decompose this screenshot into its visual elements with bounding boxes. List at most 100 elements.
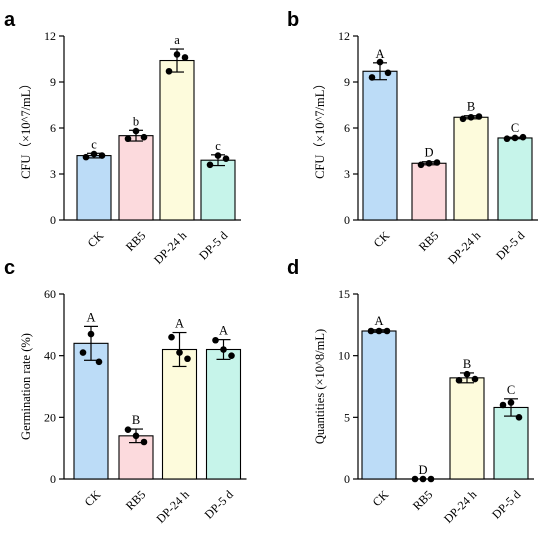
significance-label: A <box>219 324 228 338</box>
x-tick-label: RB5 <box>416 228 441 253</box>
y-axis-title: CFU（×10^7/mL） <box>313 77 327 179</box>
significance-label: D <box>418 463 427 477</box>
bar-RB5 <box>118 135 154 221</box>
data-point <box>459 115 467 123</box>
data-point <box>87 330 95 338</box>
bar-DP-24 h <box>159 59 195 221</box>
data-point <box>471 375 479 383</box>
x-tick-label: DP-24 h <box>153 487 191 525</box>
significance-label: A <box>175 317 184 331</box>
y-tick-label: 0 <box>344 213 350 227</box>
bar-DP-5 d <box>205 348 242 480</box>
x-tick-label: DP-24 h <box>445 228 483 266</box>
significance-label: c <box>215 139 221 153</box>
significance-label: B <box>467 100 475 114</box>
panel-letter: d <box>287 257 299 279</box>
x-tick-label: CK <box>82 487 104 509</box>
data-point <box>384 69 392 77</box>
data-point <box>173 51 181 58</box>
x-tick-label: RB5 <box>123 487 148 512</box>
data-point <box>376 58 384 66</box>
data-point <box>222 155 230 162</box>
significance-label: b <box>133 114 139 128</box>
significance-label: C <box>511 121 519 135</box>
data-point <box>220 346 227 353</box>
y-tick-label: 0 <box>50 213 56 227</box>
data-point <box>214 152 222 159</box>
panel-letter: a <box>4 9 16 31</box>
data-point <box>463 370 471 378</box>
y-axis-title: Quantities (×10^8/mL) <box>313 329 327 444</box>
data-point <box>95 358 103 366</box>
data-point <box>515 414 523 421</box>
bar-CK <box>73 342 109 480</box>
data-point <box>90 150 98 158</box>
data-point <box>427 475 435 483</box>
y-tick-label: 12 <box>44 29 56 43</box>
panel-letter: b <box>287 9 299 31</box>
data-point <box>124 426 132 433</box>
y-tick-label: 20 <box>44 410 56 424</box>
x-tick-label: DP-24 h <box>441 487 479 525</box>
data-point <box>212 336 219 344</box>
data-point <box>367 327 375 335</box>
significance-label: A <box>375 47 384 61</box>
data-point <box>124 135 132 143</box>
data-point <box>511 134 519 142</box>
significance-label: a <box>174 33 180 47</box>
data-point <box>419 475 427 483</box>
chart-panel-b: b 0 3 6 9 12 CFU（×10^7/mL） A CK D RB5 B DP-24 h C DP-5… <box>287 9 538 267</box>
y-tick-label: 6 <box>344 121 350 135</box>
bar-DP-5 d <box>497 137 533 221</box>
data-point <box>433 159 441 166</box>
x-tick-label: CK <box>370 487 392 509</box>
data-point <box>165 67 173 75</box>
significance-label: A <box>374 314 383 328</box>
data-point <box>184 355 191 363</box>
bar-DP-5 d <box>200 159 236 221</box>
y-tick-label: 0 <box>50 472 56 486</box>
significance-label: B <box>132 413 140 427</box>
data-point <box>375 327 383 335</box>
x-tick-label: DP-5 d <box>493 228 527 262</box>
significance-label: C <box>507 383 515 397</box>
y-tick-label: 0 <box>344 472 350 486</box>
x-tick-label: RB5 <box>410 487 435 512</box>
bar-CK <box>361 330 397 480</box>
data-point <box>368 74 376 81</box>
data-point <box>98 152 106 159</box>
data-point <box>82 153 90 161</box>
data-point <box>425 159 433 167</box>
x-tick-label: DP-24 h <box>151 228 189 266</box>
data-point <box>176 349 183 356</box>
data-point <box>383 327 391 335</box>
significance-label: D <box>424 146 433 160</box>
data-point <box>467 113 475 121</box>
bar-DP-24 h <box>161 348 198 480</box>
chart-panel-a: a 0 3 6 9 12 CFU（×10^7/mL） c CK b RB5 a DP-24 h c DP-5… <box>4 9 241 267</box>
significance-label: B <box>463 357 471 371</box>
y-axis-title: Germination rate (%) <box>19 333 33 440</box>
y-tick-label: 40 <box>44 349 56 363</box>
y-tick-label: 9 <box>50 75 56 89</box>
x-tick-label: CK <box>371 228 393 250</box>
data-point <box>140 133 148 141</box>
data-point <box>411 475 419 483</box>
x-tick-label: CK <box>85 228 107 250</box>
data-point <box>417 161 425 169</box>
bar-DP-24 h <box>449 377 485 480</box>
chart-panel-d: d 0 5 10 15 Quantities (×10^8/mL) A CK D RB5 B DP-2… <box>287 257 534 526</box>
y-tick-label: 9 <box>344 75 350 89</box>
y-tick-label: 15 <box>338 287 350 301</box>
x-tick-label: DP-5 d <box>196 228 230 262</box>
chart-panel-c: c 0 20 40 60 Germination rate (%) A CK B RB5 A DP-2… <box>4 257 247 526</box>
y-axis-title: CFU（×10^7/mL） <box>19 77 33 179</box>
data-point <box>519 133 527 141</box>
data-point <box>206 161 214 169</box>
y-tick-label: 10 <box>338 349 350 363</box>
data-point <box>503 135 511 143</box>
bar-CK <box>362 70 398 221</box>
x-tick-label: RB5 <box>123 228 148 253</box>
significance-label: A <box>86 310 95 324</box>
